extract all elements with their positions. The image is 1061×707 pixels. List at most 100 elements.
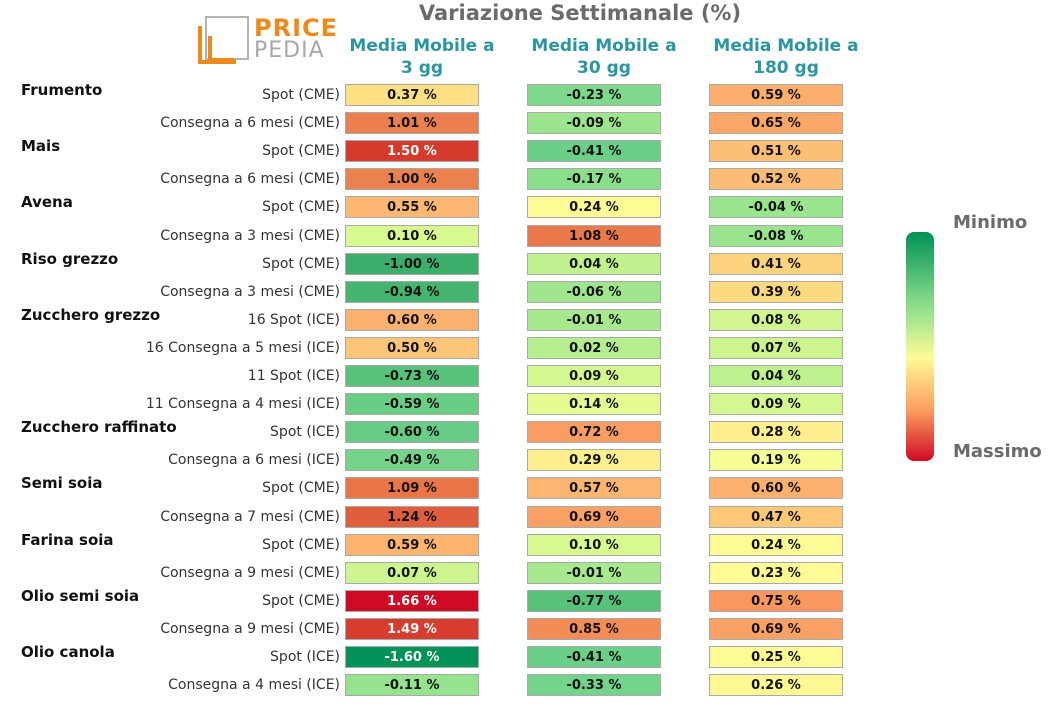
contract-label: Consegna a 6 mesi (ICE)	[168, 452, 340, 468]
contract-label: Spot (CME)	[262, 143, 340, 159]
contract-label: 11 Consegna a 4 mesi (ICE)	[145, 396, 340, 412]
heatmap-cell: 0.59 %	[709, 84, 843, 106]
contract-label: Spot (CME)	[262, 199, 340, 215]
heatmap-cell: 0.55 %	[345, 196, 479, 218]
heatmap-cell: 1.01 %	[345, 112, 479, 134]
heatmap-cell: 0.69 %	[709, 618, 843, 640]
contract-label: Spot (CME)	[262, 593, 340, 609]
contract-label: Spot (CME)	[262, 537, 340, 553]
heatmap-cell: 0.57 %	[527, 477, 661, 499]
heatmap-cell: -0.09 %	[527, 112, 661, 134]
heatmap-cell: -1.60 %	[345, 646, 479, 668]
heatmap-cell: 1.08 %	[527, 225, 661, 247]
heatmap-cell: 0.28 %	[709, 421, 843, 443]
heatmap-cell: 1.49 %	[345, 618, 479, 640]
contract-label: Consegna a 4 mesi (ICE)	[168, 677, 340, 693]
pricepedia-logo: PRICE PEDIA	[196, 14, 337, 74]
heatmap-cell: 0.14 %	[527, 393, 661, 415]
commodity-group-label: Frumento	[21, 81, 103, 99]
contract-label: Spot (CME)	[262, 480, 340, 496]
heatmap-cell: 0.09 %	[709, 393, 843, 415]
heatmap-cell: 1.09 %	[345, 477, 479, 499]
heatmap-cell: -0.77 %	[527, 590, 661, 612]
heatmap-cell: 0.60 %	[709, 477, 843, 499]
heatmap-cell: -0.41 %	[527, 140, 661, 162]
heatmap-cell: 0.75 %	[709, 590, 843, 612]
heatmap-cell: -0.49 %	[345, 449, 479, 471]
column-header-line: 180 gg	[753, 58, 819, 78]
heatmap-cell: 1.24 %	[345, 506, 479, 528]
heatmap-cell: -0.08 %	[709, 225, 843, 247]
heatmap-cell: 0.23 %	[709, 562, 843, 584]
heatmap-cell: -0.04 %	[709, 196, 843, 218]
heatmap-cell: -0.33 %	[527, 674, 661, 696]
heatmap-cell: 0.02 %	[527, 337, 661, 359]
heatmap-cell: 0.59 %	[345, 534, 479, 556]
commodity-group-label: Olio semi soia	[21, 587, 140, 605]
heatmap-cell: -0.23 %	[527, 84, 661, 106]
heatmap-cell: -1.00 %	[345, 253, 479, 275]
heatmap-cell: 0.10 %	[345, 225, 479, 247]
contract-label: Spot (CME)	[262, 87, 340, 103]
logo-word-pedia: PEDIA	[254, 38, 325, 63]
contract-label: Consegna a 6 mesi (CME)	[160, 115, 340, 131]
heatmap-cell: 0.08 %	[709, 309, 843, 331]
contract-label: Consegna a 9 mesi (CME)	[160, 565, 340, 581]
heatmap-cell: 1.00 %	[345, 168, 479, 190]
chart-title: Variazione Settimanale (%)	[418, 1, 742, 25]
heatmap-cell: 0.04 %	[527, 253, 661, 275]
heatmap-cell: -0.41 %	[527, 646, 661, 668]
heatmap-cell: 0.51 %	[709, 140, 843, 162]
contract-label: Spot (ICE)	[270, 424, 340, 440]
contract-label: Spot (CME)	[262, 256, 340, 272]
commodity-group-label: Farina soia	[21, 531, 114, 549]
heatmap-cell: 0.50 %	[345, 337, 479, 359]
heatmap-cell: 0.26 %	[709, 674, 843, 696]
commodity-group-label: Semi soia	[21, 474, 103, 492]
commodity-group-label: Zucchero raffinato	[21, 418, 177, 436]
heatmap-cell: -0.06 %	[527, 281, 661, 303]
logo-bracket-orange-inner	[208, 36, 234, 62]
heatmap-cell: 0.29 %	[527, 449, 661, 471]
heatmap-cell: 0.25 %	[709, 646, 843, 668]
heatmap-cell: 0.60 %	[345, 309, 479, 331]
heatmap-cell: -0.59 %	[345, 393, 479, 415]
heatmap-cell: 0.85 %	[527, 618, 661, 640]
heatmap-cell: 0.72 %	[527, 421, 661, 443]
heatmap-cell: 1.50 %	[345, 140, 479, 162]
heatmap-cell: 0.19 %	[709, 449, 843, 471]
heatmap-cell: -0.11 %	[345, 674, 479, 696]
color-scale-bar	[906, 232, 934, 461]
heatmap-cell: -0.60 %	[345, 421, 479, 443]
column-header-line: Media Mobile a	[531, 36, 677, 56]
contract-label: Consegna a 9 mesi (CME)	[160, 621, 340, 637]
heatmap-cell: 0.07 %	[345, 562, 479, 584]
column-header-line: Media Mobile a	[713, 36, 859, 56]
heatmap-cell: 0.24 %	[709, 534, 843, 556]
heatmap-cell: 0.52 %	[709, 168, 843, 190]
heatmap-cell: 0.69 %	[527, 506, 661, 528]
contract-label: 16 Consegna a 5 mesi (ICE)	[145, 340, 340, 356]
column-header-line: Media Mobile a	[349, 36, 495, 56]
contract-label: Spot (ICE)	[270, 649, 340, 665]
contract-label: Consegna a 6 mesi (CME)	[160, 171, 340, 187]
legend-min-label: Minimo	[953, 212, 1028, 233]
column-header-line: 30 gg	[577, 58, 631, 78]
heatmap-cell: -0.73 %	[345, 365, 479, 387]
heatmap-cell: 1.66 %	[345, 590, 479, 612]
heatmap-cell: 0.65 %	[709, 112, 843, 134]
heatmap-cell: 0.07 %	[709, 337, 843, 359]
column-header: Media Mobile a 180 gg	[696, 35, 876, 79]
legend-max-label: Massimo	[953, 441, 1042, 462]
heatmap-cell: 0.37 %	[345, 84, 479, 106]
heatmap-cell: -0.01 %	[527, 309, 661, 331]
column-header-line: 3 gg	[400, 58, 444, 78]
contract-label: 11 Spot (ICE)	[247, 368, 340, 384]
contract-label: Consegna a 7 mesi (CME)	[160, 509, 340, 525]
commodity-group-label: Olio canola	[21, 643, 115, 661]
column-header: Media Mobile a 30 gg	[514, 35, 694, 79]
heatmap-cell: -0.01 %	[527, 562, 661, 584]
commodity-group-label: Avena	[21, 193, 73, 211]
commodity-group-label: Riso grezzo	[21, 250, 119, 268]
commodity-group-label: Mais	[21, 137, 61, 155]
